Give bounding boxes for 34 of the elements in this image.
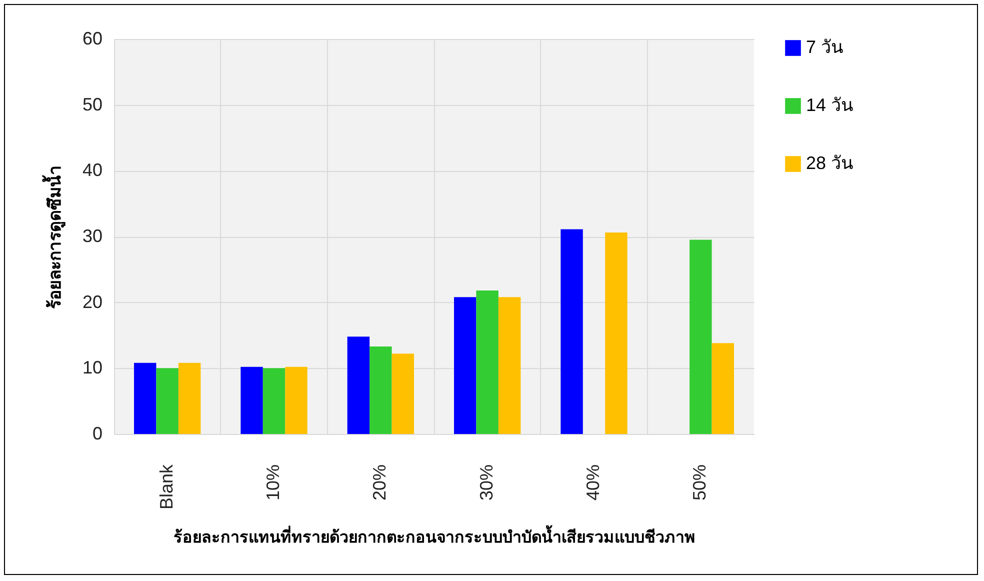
x-axis-title: ร้อยละการแทนที่ทรายด้วยกากตะกอนจากระบบบำบัดน้ำเสียรวมแบบชีวภาพ [174, 524, 696, 547]
bar [262, 368, 286, 434]
bar [285, 366, 308, 434]
x-tick-label: 40% [583, 464, 603, 501]
x-tick-label: Blank [156, 464, 176, 510]
legend-label: 7 วัน [806, 37, 844, 57]
y-tick-label: 30 [82, 226, 102, 246]
y-tick-label: 40 [82, 160, 102, 180]
bar [240, 366, 263, 434]
bar [498, 297, 521, 434]
legend-label: 28 วัน [806, 153, 854, 173]
x-tick-label: 20% [370, 464, 390, 501]
legend-label: 14 วัน [806, 95, 854, 115]
bar [156, 368, 178, 434]
y-axis-title: ร้อยละการดูดซึมน้ำ [41, 165, 66, 309]
bar [134, 362, 156, 434]
bar [347, 336, 370, 434]
bar [178, 362, 201, 434]
y-tick-label: 50 [82, 94, 102, 114]
bar [476, 290, 498, 434]
y-tick-label: 10 [82, 358, 102, 378]
x-tick-label: 30% [476, 464, 496, 501]
x-tick-label: 10% [263, 464, 283, 501]
bar [605, 232, 628, 434]
bar [454, 297, 476, 434]
y-tick-label: 20 [82, 292, 102, 312]
y-tick-label: 60 [82, 28, 102, 48]
y-tick-label: 0 [92, 424, 102, 444]
bar [690, 240, 712, 434]
bar [560, 229, 583, 434]
x-tick-label: 50% [690, 464, 710, 501]
bar [712, 343, 734, 434]
bar [370, 346, 392, 434]
bar [392, 354, 414, 434]
